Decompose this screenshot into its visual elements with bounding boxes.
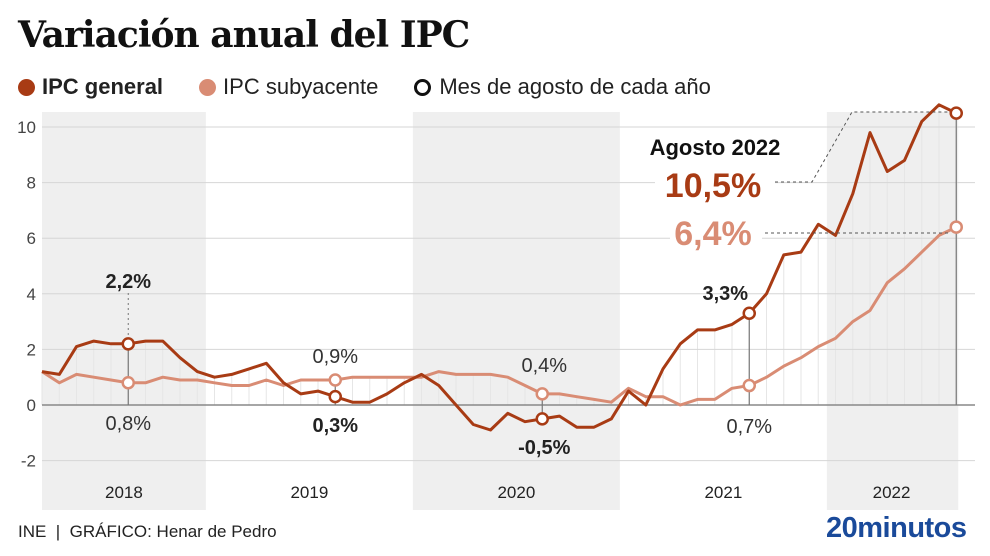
data-label-subyacente-2018: 0,8% xyxy=(105,413,151,435)
y-tick-label: 4 xyxy=(27,285,36,304)
legend-label-general: IPC general xyxy=(42,74,164,99)
annotation-value-subyacente: 6,4% xyxy=(674,215,752,253)
data-label-subyacente-2020: 0,4% xyxy=(521,355,567,377)
legend-item-subyacente: IPC subyacente xyxy=(199,74,378,100)
y-tick-label: 8 xyxy=(27,174,36,193)
y-tick-label: -2 xyxy=(21,452,36,471)
august-marker-subyacente xyxy=(121,376,135,390)
year-band-2022 xyxy=(826,112,959,510)
august-marker-subyacente xyxy=(535,387,549,401)
legend-item-general: IPC general xyxy=(18,74,163,100)
y-tick-label: 2 xyxy=(27,340,36,359)
leader-general-2022 xyxy=(775,111,951,183)
august-marker-general xyxy=(121,337,135,351)
y-tick-label: 10 xyxy=(17,118,36,137)
legend-label-subyacente: IPC subyacente xyxy=(223,74,379,99)
brand-logo: 20minutos xyxy=(826,512,967,544)
legend-ring-icon xyxy=(414,78,432,96)
year-band-2018 xyxy=(42,112,206,510)
year-band-2020 xyxy=(412,112,620,510)
august-marker-general xyxy=(742,306,756,321)
august-marker-general xyxy=(949,106,963,120)
data-label-general-2018: 2,2% xyxy=(105,271,151,293)
annotation-bg-subyacente xyxy=(670,214,762,250)
x-year-label: 2019 xyxy=(290,483,328,502)
legend-item-august: Mes de agosto de cada año xyxy=(414,74,711,100)
source-text: INE | GRÁFICO: Henar de Pedro xyxy=(18,522,277,541)
august-marker-subyacente xyxy=(949,220,963,234)
x-year-label: 2021 xyxy=(704,483,742,502)
chart-title: Variación anual del IPC xyxy=(18,14,470,56)
data-label-general-2021: 3,3% xyxy=(702,283,748,305)
august-marker-subyacente xyxy=(742,378,756,393)
legend-dot-general-icon xyxy=(18,78,35,96)
data-label-general-2020: -0,5% xyxy=(518,437,570,459)
x-year-label: 2020 xyxy=(497,483,535,502)
data-label-subyacente-2019: 0,9% xyxy=(312,346,358,368)
august-marker-general xyxy=(535,412,549,426)
legend: IPC general IPC subyacente Mes de agosto… xyxy=(18,74,747,100)
annotation-heading: Agosto 2022 xyxy=(650,135,781,160)
series-line-ipc-subyacente xyxy=(41,225,957,407)
august-marker-subyacente xyxy=(328,373,342,387)
data-label-general-2019: 0,3% xyxy=(312,415,358,437)
y-tick-label: 0 xyxy=(27,396,36,415)
annotation-bg-general xyxy=(655,165,775,199)
legend-label-august: Mes de agosto de cada año xyxy=(439,74,711,99)
august-marker-general xyxy=(328,389,342,404)
legend-dot-subyacente-icon xyxy=(199,78,217,96)
annotation-value-general: 10,5% xyxy=(665,167,761,205)
source-credit: INE | GRÁFICO: Henar de Pedro xyxy=(18,522,277,542)
series-line-ipc-general xyxy=(41,103,957,432)
y-tick-label: 6 xyxy=(27,229,36,248)
data-label-subyacente-2021: 0,7% xyxy=(726,416,772,438)
x-year-label: 2022 xyxy=(873,483,911,502)
x-year-label: 2018 xyxy=(105,483,143,502)
